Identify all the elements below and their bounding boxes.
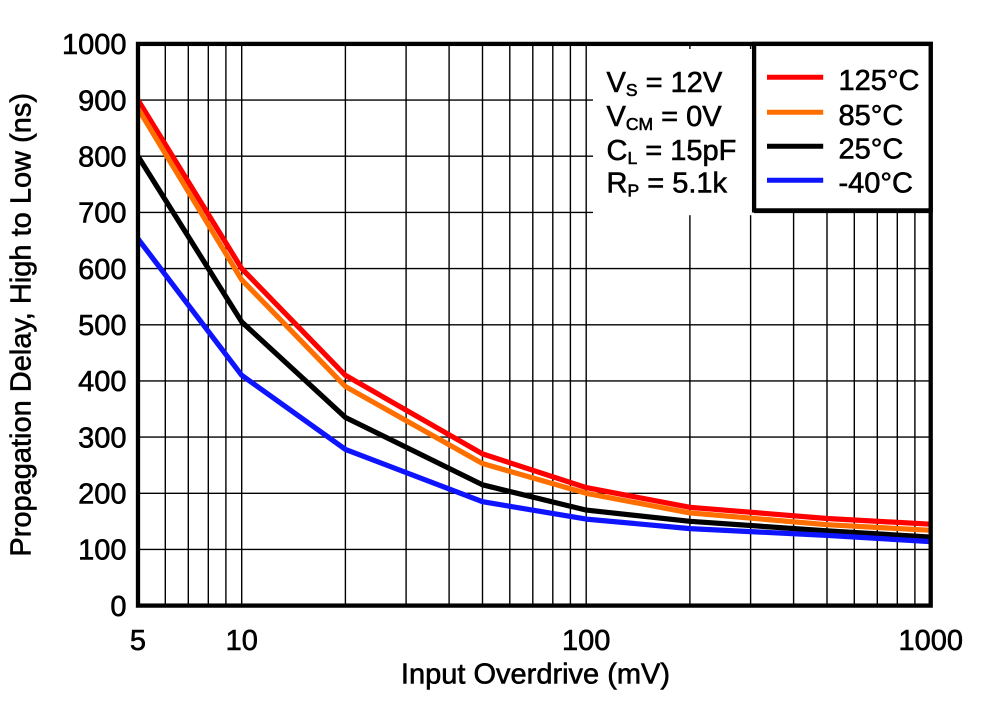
svg-text:1000: 1000 — [898, 625, 963, 657]
svg-text:200: 200 — [78, 479, 126, 511]
svg-text:800: 800 — [78, 141, 126, 173]
svg-text:RP = 5.1k: RP = 5.1k — [607, 167, 728, 200]
svg-text:100: 100 — [78, 535, 126, 567]
svg-text:400: 400 — [78, 366, 126, 398]
svg-text:900: 900 — [78, 85, 126, 117]
svg-text:600: 600 — [78, 254, 126, 286]
svg-text:700: 700 — [78, 198, 126, 230]
svg-text:0: 0 — [110, 591, 126, 623]
svg-text:100: 100 — [562, 625, 610, 657]
svg-text:10: 10 — [226, 625, 258, 657]
svg-text:CL = 15pF: CL = 15pF — [607, 135, 737, 168]
svg-text:Propagation Delay, High to Low: Propagation Delay, High to Low (ns) — [6, 93, 38, 557]
svg-text:-40°C: -40°C — [839, 167, 913, 199]
svg-text:25°C: 25°C — [839, 134, 904, 166]
svg-text:Input Overdrive (mV): Input Overdrive (mV) — [401, 659, 670, 691]
svg-text:85°C: 85°C — [839, 100, 904, 132]
svg-text:300: 300 — [78, 422, 126, 454]
svg-text:VCM = 0V: VCM = 0V — [607, 101, 723, 134]
svg-text:1000: 1000 — [62, 29, 127, 61]
svg-text:VS = 12V: VS = 12V — [607, 67, 723, 100]
svg-text:5: 5 — [130, 625, 146, 657]
svg-text:500: 500 — [78, 310, 126, 342]
svg-text:125°C: 125°C — [839, 65, 920, 97]
